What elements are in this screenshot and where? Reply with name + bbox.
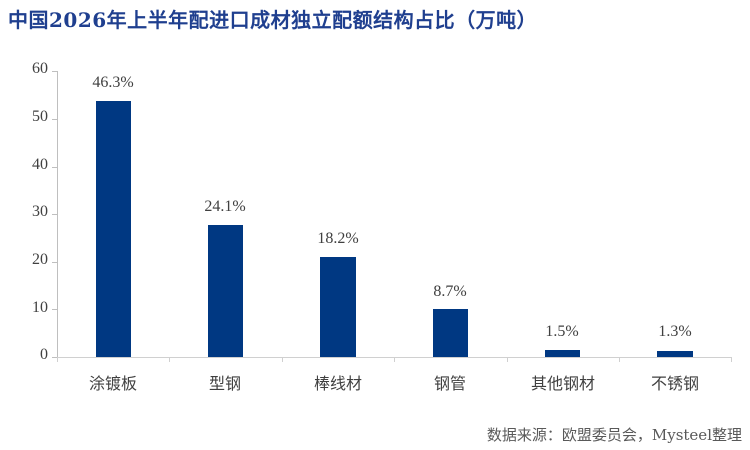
y-tick [52, 262, 57, 263]
category-label: 棒线材 [313, 374, 362, 393]
y-tick-label-20: 20 [32, 251, 48, 268]
y-tick [52, 71, 57, 72]
x-tick [169, 357, 170, 362]
y-tick [52, 357, 57, 358]
category-label: 型钢 [208, 374, 241, 393]
category-label: 不锈钢 [650, 374, 699, 393]
bar-section-steel [208, 225, 243, 357]
y-tick [52, 214, 57, 215]
source-note: 数据来源：欧盟委员会，Mysteel整理 [486, 426, 742, 444]
y-axis [57, 71, 58, 358]
y-tick-label-10: 10 [32, 299, 48, 316]
bar-coated-plate [96, 101, 131, 357]
chart-title: 中国2026年上半年配进口成材独立配额结构占比（万吨） [8, 8, 538, 32]
y-tick-label-30: 30 [32, 203, 48, 220]
bar-steel-pipe [433, 309, 468, 357]
data-label: 18.2% [317, 230, 359, 247]
y-tick [52, 167, 57, 168]
bar-bar-wire [320, 257, 356, 357]
y-tick [52, 119, 57, 120]
x-tick [731, 357, 732, 362]
y-tick [52, 309, 57, 310]
data-label: 1.5% [545, 323, 579, 340]
x-tick [57, 357, 58, 362]
data-label: 1.3% [658, 323, 692, 340]
category-label: 钢管 [433, 374, 466, 393]
y-tick-label-0: 0 [40, 346, 48, 363]
data-label: 24.1% [204, 198, 246, 215]
y-tick-label-50: 50 [32, 108, 48, 125]
x-tick [619, 357, 620, 362]
data-label: 8.7% [433, 283, 467, 300]
category-label: 涂镀板 [88, 374, 137, 393]
bar-other-steel [545, 350, 580, 357]
y-tick-label-40: 40 [32, 156, 48, 173]
category-label: 其他钢材 [530, 374, 595, 393]
bar-stainless-steel [657, 351, 693, 357]
x-tick [394, 357, 395, 362]
x-tick [507, 357, 508, 362]
x-tick [282, 357, 283, 362]
data-label: 46.3% [92, 74, 134, 91]
y-tick-label-60: 60 [32, 60, 48, 77]
